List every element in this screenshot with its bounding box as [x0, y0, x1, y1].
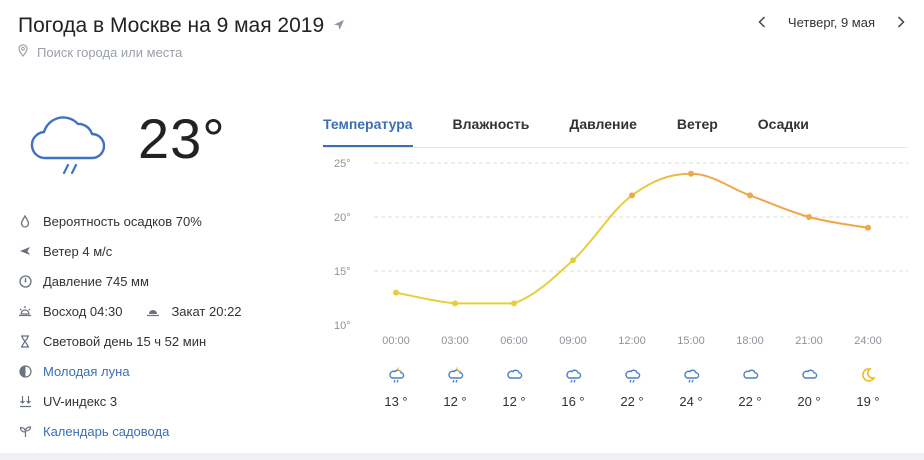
sunrise-text: Восход 04:30: [43, 303, 123, 319]
prev-day-button[interactable]: [755, 14, 769, 30]
data-point: [452, 300, 458, 307]
cloud-rain-icon: [28, 112, 108, 189]
sunset-text: Закат 20:22: [171, 303, 242, 319]
data-point: [688, 170, 694, 177]
location-arrow-icon[interactable]: [333, 18, 345, 36]
cloud-icon: [743, 369, 759, 379]
y-tick-label: 10°: [334, 320, 351, 332]
tab-humidity[interactable]: Влажность: [452, 116, 530, 132]
daylight-row: Световой день 15 ч 52 мин: [18, 326, 242, 356]
moon-row[interactable]: Молодая луна: [18, 356, 242, 386]
cloud-rain-night-icon: [389, 367, 405, 383]
hourly-temp: 19 °: [856, 394, 879, 409]
data-point: [393, 289, 399, 296]
hourly-temp: 22 °: [620, 394, 643, 409]
tab-temperature[interactable]: Температура: [323, 116, 413, 147]
tabs-divider: [323, 147, 908, 148]
gauge-icon: [18, 274, 32, 288]
cloud-rain-night-icon: [448, 367, 464, 383]
y-tick-label: 20°: [334, 212, 351, 224]
y-tick-label: 15°: [334, 266, 351, 278]
tab-wind[interactable]: Ветер: [676, 116, 718, 132]
cloud-icon: [802, 369, 818, 379]
search-placeholder[interactable]: Поиск города или места: [37, 44, 183, 60]
data-point: [865, 224, 871, 231]
moon-phase-link[interactable]: Молодая луна: [43, 363, 130, 379]
hourly-temp: 12 °: [443, 394, 466, 409]
wind-text: Ветер 4 м/с: [43, 243, 113, 259]
daylight-text: Световой день 15 ч 52 мин: [43, 333, 207, 349]
tab-precipitation[interactable]: Осадки: [757, 116, 809, 132]
x-tick-label: 00:00: [382, 335, 410, 347]
precip-row: Вероятность осадков 70%: [18, 206, 242, 236]
x-tick-label: 12:00: [618, 335, 646, 347]
y-tick-label: 25°: [334, 158, 351, 170]
temperature-chart: 10° 15° 20° 25° 00:00 03:00 06:00 09:00 12:00 15:…: [334, 158, 908, 409]
sunset-icon: [146, 304, 160, 318]
hourly-temp: 12 °: [502, 394, 525, 409]
map-pin-icon: [18, 44, 28, 60]
uv-text: UV-индекс 3: [43, 393, 118, 409]
precip-text: Вероятность осадков 70%: [43, 213, 202, 229]
date-navigation: Четверг, 9 мая: [755, 14, 908, 30]
hourly-temp: 22 °: [738, 394, 761, 409]
hourly-temp: 16 °: [561, 394, 584, 409]
garden-calendar-link[interactable]: Календарь садовода: [43, 423, 170, 439]
hourly-temp: 13 °: [384, 394, 407, 409]
sunrise-icon: [18, 304, 32, 318]
data-point: [806, 214, 812, 220]
header: Погода в Москве на 9 мая 2019: [18, 14, 345, 38]
search-field[interactable]: Поиск города или места: [18, 44, 182, 60]
x-tick-label: 09:00: [559, 335, 587, 347]
chevron-left-icon: [758, 16, 765, 28]
cloud-rain-icon: [566, 369, 582, 383]
cloud-rain-icon: [684, 369, 700, 383]
x-tick-label: 03:00: [441, 335, 469, 347]
data-point: [570, 257, 576, 264]
bottom-strip: [0, 453, 924, 460]
uv-row: UV-индекс 3: [18, 386, 242, 416]
sprout-icon: [18, 424, 32, 438]
page-title: Погода в Москве на 9 мая 2019: [18, 14, 325, 37]
x-tick-label: 15:00: [677, 335, 705, 347]
date-label: Четверг, 9 мая: [787, 14, 875, 30]
hourly-temp: 24 °: [679, 394, 702, 409]
chevron-right-icon: [897, 16, 905, 28]
cloud-icon: [507, 369, 523, 379]
x-tick-label: 18:00: [736, 335, 764, 347]
data-point: [629, 192, 635, 199]
droplet-icon: [18, 214, 32, 228]
x-tick-label: 24:00: [854, 335, 882, 347]
tab-pressure[interactable]: Давление: [569, 116, 637, 132]
data-point: [747, 192, 753, 199]
details-list: Вероятность осадков 70% Ветер 4 м/с Давл…: [18, 206, 242, 446]
moon-icon: [862, 368, 876, 382]
current-temperature: 23°: [138, 107, 226, 170]
cloud-rain-icon: [625, 369, 641, 383]
pressure-row: Давление 745 мм: [18, 266, 242, 296]
hourglass-icon: [18, 334, 32, 348]
uv-arrows-icon: [18, 394, 32, 408]
chart-tabs: Температура Влажность Давление Ветер Оса…: [323, 116, 849, 147]
x-tick-label: 21:00: [795, 335, 823, 347]
wind-row: Ветер 4 м/с: [18, 236, 242, 266]
garden-row[interactable]: Календарь садовода: [18, 416, 242, 446]
pressure-text: Давление 745 мм: [43, 273, 149, 289]
hourly-temp: 20 °: [797, 394, 820, 409]
sun-row: Восход 04:30 Закат 20:22: [18, 296, 242, 326]
moon-phase-icon: [18, 364, 32, 378]
next-day-button[interactable]: [894, 14, 908, 30]
wind-direction-icon: [18, 244, 32, 258]
x-tick-label: 06:00: [500, 335, 528, 347]
data-point: [511, 300, 517, 307]
